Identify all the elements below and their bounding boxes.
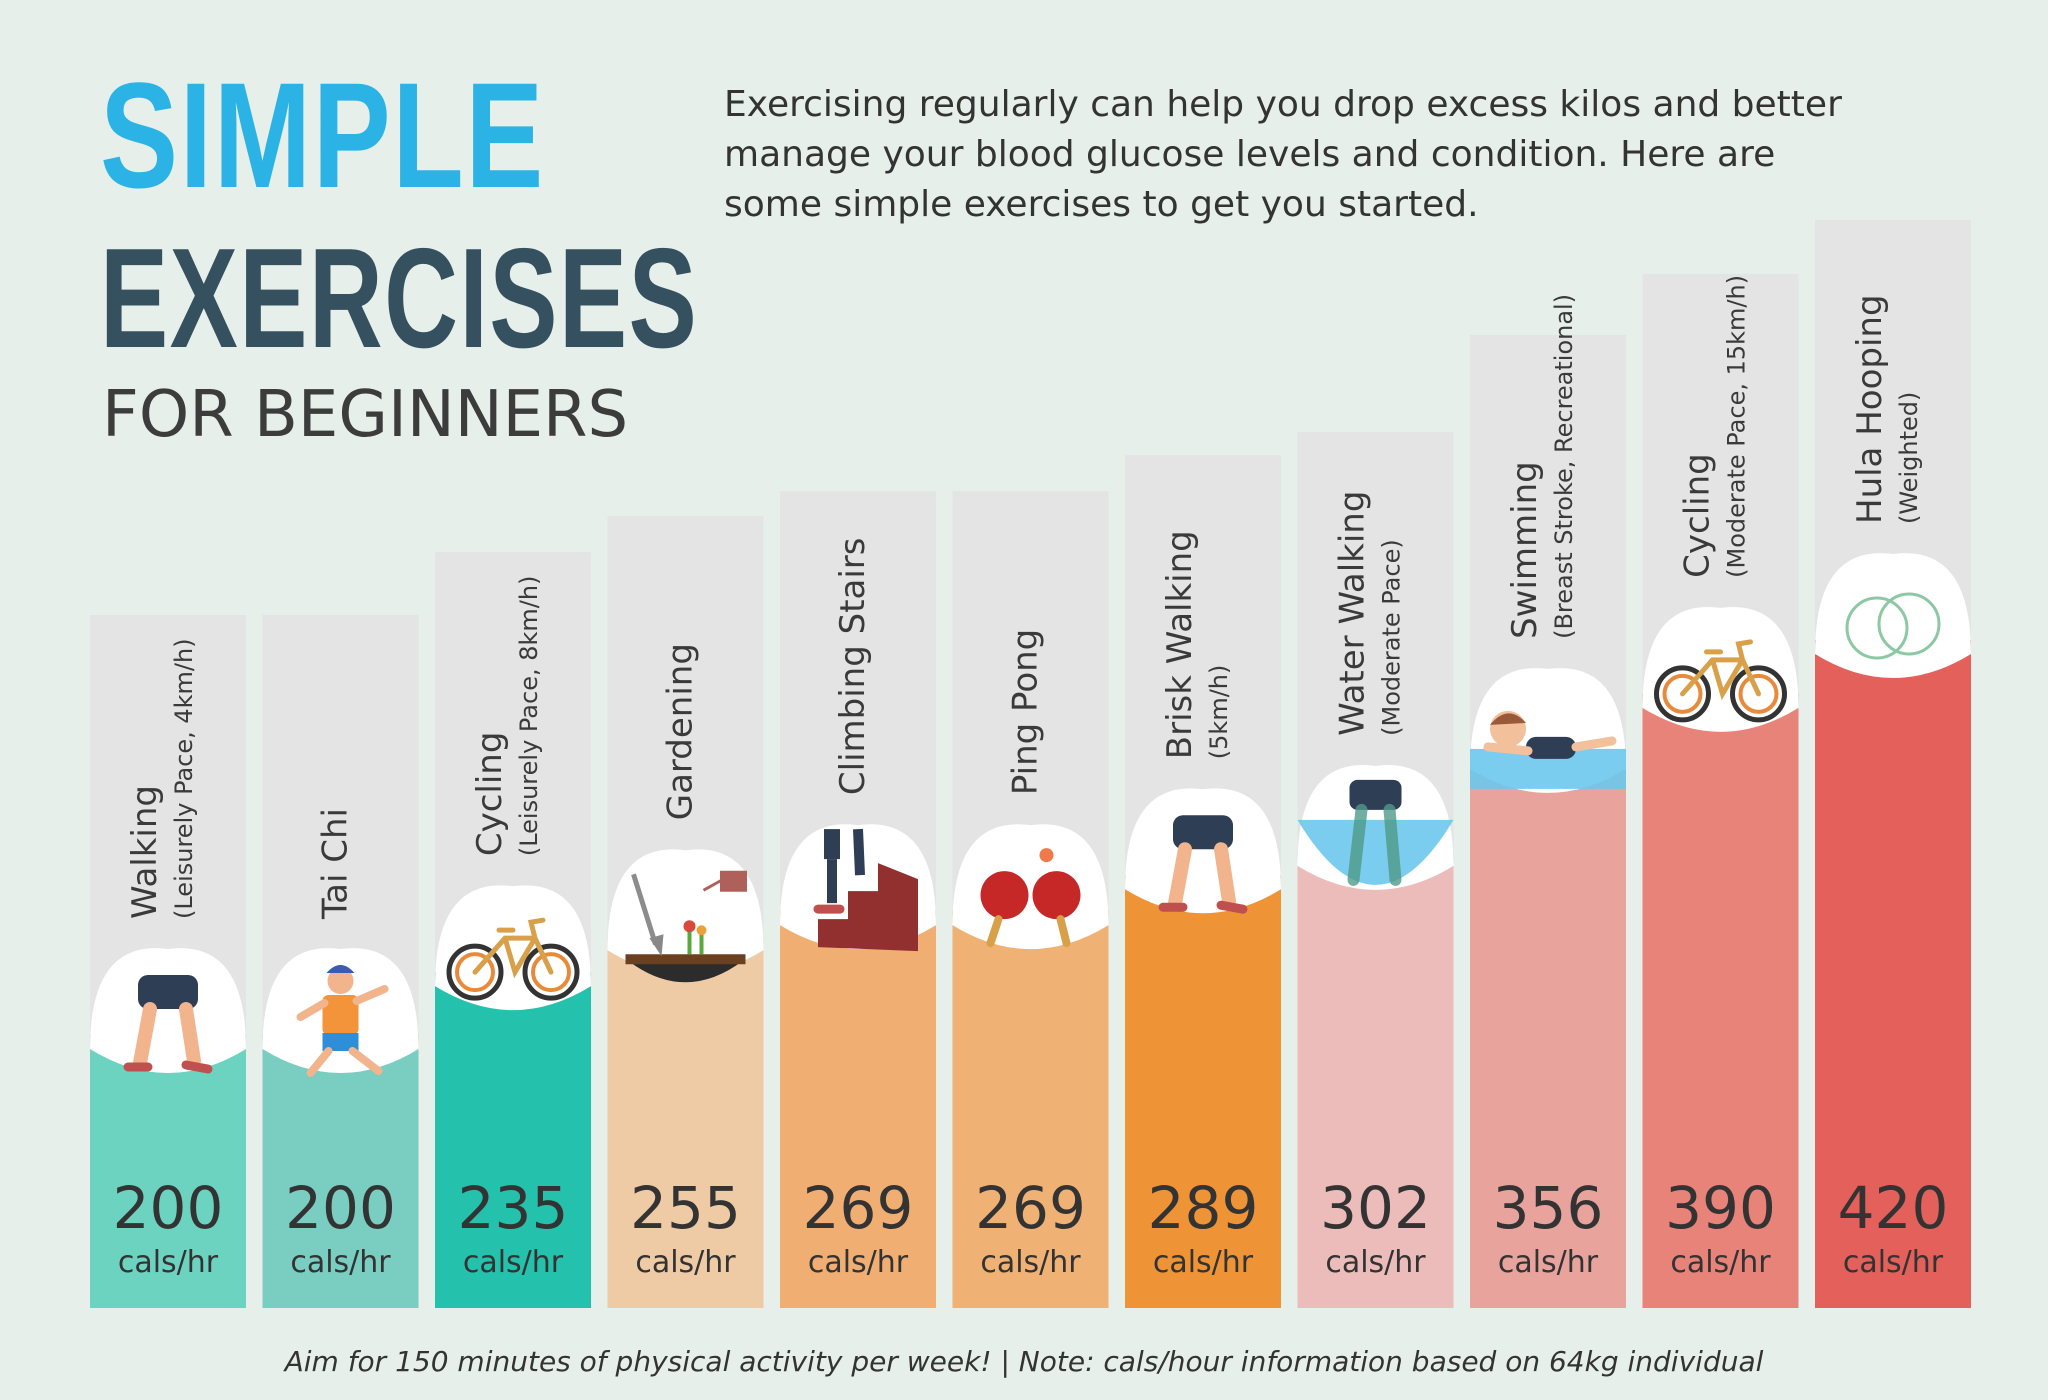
walking-legs-icon (123, 975, 213, 1074)
bar-category-label: Cycling (1678, 453, 1718, 578)
bar-fill (262, 1035, 419, 1308)
swimmer-icon (1470, 710, 1626, 789)
bar-unit-label: cals/hr (1498, 1245, 1599, 1280)
ping-pong-paddles-icon (980, 848, 1081, 948)
bar-category-label: Water Walking (1333, 491, 1373, 736)
bar-category-detail: (Breast Stroke, Recreational) (1550, 294, 1578, 639)
bar-fill (90, 1035, 246, 1308)
bar-category-detail: (Weighted) (1895, 392, 1923, 524)
bar-fill (1125, 875, 1281, 1308)
bar-category-label: Swimming (1505, 461, 1545, 639)
bar-category-detail: (Moderate Pace, 15km/h) (1723, 275, 1751, 578)
bar-category-label: Hula Hooping (1850, 294, 1890, 524)
bar-category-label: Cycling (470, 732, 510, 857)
icon-blob (90, 948, 246, 1073)
bar-fill (1642, 693, 1799, 1308)
bar-value-label: 356 (1493, 1174, 1604, 1242)
bar-value-label: 200 (285, 1174, 396, 1242)
bar-category-label: Walking (125, 785, 165, 919)
bar-unit-label: cals/hr (118, 1245, 219, 1280)
title-simple: SIMPLE (100, 51, 545, 219)
bar-unit-label: cals/hr (1843, 1245, 1944, 1280)
bar-fill (780, 911, 936, 1308)
bar-value-label: 302 (1320, 1174, 1431, 1242)
bicycle-icon (446, 917, 580, 1001)
bar-unit-label: cals/hr (1670, 1245, 1771, 1280)
bar-unit-label: cals/hr (463, 1245, 564, 1280)
bar-category-label: Gardening (661, 643, 701, 820)
bar-unit-label: cals/hr (1153, 1245, 1254, 1280)
bar-unit-label: cals/hr (808, 1245, 909, 1280)
icon-blob (435, 885, 591, 1011)
bar-category-detail: (Moderate Pace) (1378, 539, 1406, 736)
stairs-icon (813, 828, 918, 952)
bicycle-icon (1654, 639, 1787, 723)
bar-value-label: 255 (630, 1174, 741, 1242)
bar-value-label: 269 (975, 1174, 1086, 1242)
bar-value-label: 269 (803, 1174, 914, 1242)
bar-value-label: 235 (458, 1174, 569, 1242)
bar-9: Swimming (Breast Stroke, Recreational) 356… (1470, 294, 1626, 1309)
bar-category-detail: (5km/h) (1205, 665, 1233, 760)
bar-category-detail: (Leisurely Pace, 4km/h) (170, 638, 198, 919)
bar-category-label: Brisk Walking (1160, 530, 1200, 759)
bar-value-label: 420 (1838, 1174, 1949, 1242)
bar-fill (1297, 851, 1454, 1308)
bar-category-label: Ping Pong (1006, 629, 1046, 795)
shovel-watering-can-icon (625, 870, 747, 983)
bar-value-label: 200 (113, 1174, 224, 1242)
bar-category-label: Climbing Stairs (833, 538, 873, 796)
icon-blob (1642, 607, 1799, 732)
bar-unit-label: cals/hr (1325, 1245, 1426, 1280)
bar-value-label: 289 (1148, 1174, 1259, 1242)
title-for-beginners: FOR BEGINNERS (102, 378, 629, 452)
brisk-walking-legs-icon (1158, 815, 1248, 914)
water-walking-icon (1297, 779, 1454, 886)
bar-fill (435, 972, 591, 1308)
tai-chi-person-icon (296, 965, 389, 1077)
icon-blob (1815, 553, 1971, 678)
bar-category-detail: (Leisurely Pace, 8km/h) (515, 576, 543, 857)
bar-value-label: 390 (1665, 1174, 1776, 1242)
intro-paragraph: Exercising regularly can help you drop e… (724, 84, 1842, 225)
bar-fill (1470, 754, 1626, 1308)
bar-unit-label: cals/hr (290, 1245, 391, 1280)
title-exercises: EXERCISES (100, 219, 699, 378)
bar-category-label: Tai Chi (316, 808, 356, 920)
footer-note: Aim for 150 minutes of physical activity… (284, 1345, 1764, 1378)
bar-fill (607, 936, 764, 1308)
bar-unit-label: cals/hr (980, 1245, 1081, 1280)
icon-blob (952, 824, 1109, 950)
bar-fill (1815, 640, 1971, 1308)
hula-hoops-icon (1845, 592, 1941, 660)
bar-unit-label: cals/hr (635, 1245, 736, 1280)
icon-blob (1125, 788, 1281, 914)
bar-fill (952, 911, 1109, 1308)
